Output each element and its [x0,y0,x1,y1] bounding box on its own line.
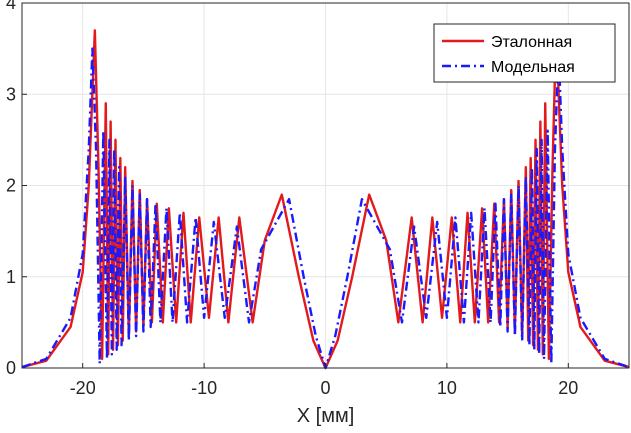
y-tick-label: 3 [6,84,16,104]
x-tick-label: 0 [320,378,330,398]
x-tick-label: -10 [191,378,217,398]
y-ticks: 0 1 2 3 4 [6,0,27,378]
legend: Эталонная Модельная [433,23,616,83]
x-ticks: -20 -10 0 10 20 [70,363,578,398]
legend-label-etalonnaya: Эталонная [491,34,572,51]
x-axis-label: X [мм] [297,405,355,427]
x-tick-label: -20 [70,378,96,398]
y-tick-label: 2 [6,176,16,196]
y-tick-label: 1 [6,267,16,287]
legend-label-modelnaya: Модельная [491,59,575,76]
x-tick-label: 10 [437,378,457,398]
x-tick-label: 20 [558,378,578,398]
y-tick-label: 4 [6,0,16,13]
y-tick-label: 0 [6,358,16,378]
legend-box [433,23,616,83]
